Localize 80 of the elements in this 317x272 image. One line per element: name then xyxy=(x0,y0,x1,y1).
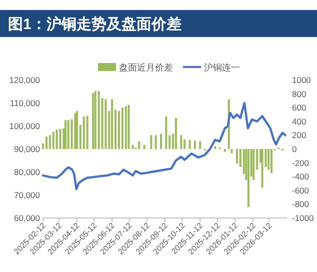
bar xyxy=(242,149,245,174)
bar xyxy=(264,149,267,167)
y2-tick-label: 1000 xyxy=(292,75,312,85)
bar xyxy=(101,98,104,149)
bar xyxy=(174,118,177,149)
bar xyxy=(59,128,62,149)
chart-title: 图1：沪铜走势及盘面价差 xyxy=(8,15,182,33)
bar xyxy=(247,149,250,207)
bar xyxy=(94,91,96,149)
y-tick-label: 100,000 xyxy=(9,121,40,131)
bar xyxy=(76,111,78,149)
bar xyxy=(124,106,127,149)
y2-tick-label: 0 xyxy=(292,144,297,154)
bar xyxy=(82,116,85,149)
bar xyxy=(239,149,242,167)
bar xyxy=(128,104,130,149)
bar xyxy=(121,108,124,149)
bar xyxy=(160,134,162,149)
bar xyxy=(143,144,146,149)
bar xyxy=(268,149,270,170)
bar xyxy=(230,149,233,154)
y-tick-label: 120,000 xyxy=(9,75,40,85)
y2-tick-label: -800 xyxy=(292,199,310,210)
bar xyxy=(67,120,70,149)
bar xyxy=(252,149,255,180)
bar xyxy=(108,111,110,149)
y-tick-label: 110,000 xyxy=(10,98,40,108)
y2-tick-label: 400 xyxy=(292,116,306,126)
bar xyxy=(261,149,264,188)
bar xyxy=(56,130,58,149)
bar xyxy=(224,149,226,152)
bar xyxy=(165,116,168,149)
bar xyxy=(111,99,114,149)
bar xyxy=(118,111,120,149)
bar xyxy=(86,116,88,149)
bar xyxy=(42,143,44,149)
bar xyxy=(172,134,174,149)
y2-tick-label: -1000 xyxy=(292,213,314,223)
bar xyxy=(256,149,258,170)
y2-tick-label: -400 xyxy=(292,172,310,182)
bar xyxy=(270,149,272,174)
bar xyxy=(260,149,262,163)
bar xyxy=(154,135,157,149)
bar xyxy=(168,135,171,149)
bar xyxy=(48,135,51,149)
y-tick-label: 80,000 xyxy=(14,167,40,177)
bar xyxy=(92,93,94,149)
y-tick-label: 70,000 xyxy=(14,190,40,200)
legend-label: 沪铜连一 xyxy=(204,62,240,72)
bar xyxy=(245,149,248,180)
bar xyxy=(180,135,182,149)
bar xyxy=(74,113,76,149)
y-tick-label: 60,000 xyxy=(14,213,40,223)
bar xyxy=(214,146,216,149)
bar xyxy=(64,120,66,149)
bar xyxy=(194,140,196,149)
bar xyxy=(188,140,191,149)
y2-tick-label: -200 xyxy=(292,158,310,168)
bar xyxy=(132,144,134,149)
y2-tick-label: 800 xyxy=(292,88,306,99)
bar xyxy=(79,124,82,149)
bar xyxy=(150,135,152,149)
bar xyxy=(98,91,100,149)
bar xyxy=(104,99,107,149)
y-tick-label: 90,000 xyxy=(14,144,40,154)
y2-tick-label: 200 xyxy=(292,130,306,140)
legend-label: 盘面近月价差 xyxy=(119,62,173,72)
bar xyxy=(52,132,54,149)
bar xyxy=(70,119,73,149)
bar xyxy=(62,128,65,149)
bar xyxy=(138,141,140,149)
y2-tick-label: -600 xyxy=(292,185,310,196)
bar xyxy=(199,141,202,149)
bar xyxy=(184,139,186,149)
line-series xyxy=(42,102,286,190)
bar xyxy=(45,136,48,149)
bar xyxy=(236,149,238,164)
bar xyxy=(250,149,252,177)
bar xyxy=(114,110,117,149)
y2-tick-label: 600 xyxy=(292,102,306,113)
